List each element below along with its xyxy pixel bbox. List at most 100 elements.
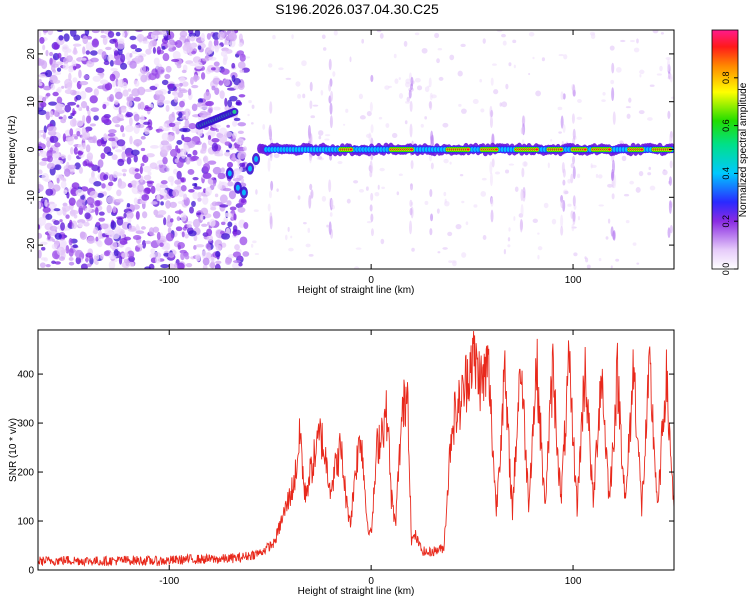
heatmap-cell [38, 232, 43, 239]
heatmap-cell [178, 190, 184, 198]
colorbar-tick-label: 0.6 [721, 119, 731, 132]
heatmap-cell [173, 168, 178, 175]
heatmap-cell [233, 117, 241, 122]
heatmap-cell [460, 108, 467, 114]
heatmap-cell [543, 202, 549, 209]
spectrogram-y-tick-label: 20 [26, 48, 37, 60]
heatmap-cell [60, 175, 65, 181]
heatmap-cell [100, 34, 107, 39]
heatmap-cell [177, 200, 184, 205]
heatmap-cell [234, 244, 240, 251]
heatmap-cell [47, 30, 54, 36]
spectrogram-heatmap [38, 30, 674, 269]
heatmap-cell [72, 43, 82, 47]
heatmap-cell [613, 174, 617, 189]
heatmap-cell [328, 83, 332, 92]
heatmap-cell [101, 51, 107, 60]
heatmap-cell [45, 111, 51, 120]
heatmap-cell [333, 30, 338, 36]
heatmap-cell [181, 231, 185, 238]
heatmap-cell [75, 189, 84, 197]
heatmap-cell [576, 116, 583, 120]
heatmap-cell [208, 107, 213, 114]
heatmap-cell [140, 147, 146, 152]
heatmap-cell [508, 62, 512, 67]
heatmap-cell [496, 30, 503, 33]
heatmap-cell [77, 150, 83, 156]
heatmap-cell [349, 56, 352, 63]
heatmap-cell [150, 248, 156, 254]
heatmap-cell [167, 90, 171, 94]
heatmap-cell [176, 170, 182, 180]
heatmap-cell [86, 105, 90, 112]
heatmap-cell [237, 122, 247, 127]
heatmap-cell [45, 213, 53, 220]
heatmap-cell [562, 124, 566, 133]
heatmap-cell [138, 73, 143, 77]
heatmap-cell [330, 90, 334, 102]
heatmap-cell [221, 233, 231, 240]
heatmap-cell [122, 133, 126, 138]
heatmap-cell [391, 132, 398, 139]
heatmap-cell [647, 172, 652, 176]
snr-y-axis: 0 100 200 300 400 [17, 370, 674, 577]
heatmap-cell [669, 130, 673, 138]
heatmap-cell [513, 64, 516, 69]
heatmap-cell [47, 181, 54, 190]
colorbar-tick-label: 0.4 [721, 167, 731, 180]
heatmap-cell [121, 32, 126, 38]
heatmap-cell [47, 126, 57, 133]
heatmap-cell [558, 131, 562, 134]
heatmap-cell [87, 198, 93, 204]
heatmap-cell [83, 74, 90, 80]
heatmap-cell [40, 246, 46, 251]
snr-x-label: Height of straight line (km) [298, 586, 415, 597]
heatmap-cell [647, 117, 653, 121]
heatmap-cell [73, 214, 78, 219]
heatmap-cell [226, 161, 234, 168]
heatmap-cell [142, 121, 151, 125]
heatmap-cell [69, 147, 74, 155]
heatmap-cell [97, 159, 104, 168]
heatmap-cell [239, 166, 243, 172]
heatmap-cell [380, 238, 385, 245]
heatmap-cell [186, 223, 192, 229]
heatmap-cell [38, 57, 42, 66]
heatmap-cell [81, 133, 88, 141]
heatmap-cell [329, 102, 333, 115]
heatmap-cell [186, 153, 192, 158]
heatmap-cell [267, 63, 273, 68]
heatmap-cell [459, 173, 464, 177]
heatmap-cell [324, 138, 330, 141]
heatmap-cell [252, 240, 257, 244]
heatmap-cell [206, 32, 211, 40]
spectrogram-y-tick-label: -20 [26, 237, 37, 252]
heatmap-cell [100, 152, 106, 160]
heatmap-cell [239, 53, 246, 62]
heatmap-cell [245, 56, 251, 59]
heatmap-cell [95, 236, 99, 242]
heatmap-cell [100, 30, 105, 34]
heatmap-cell [495, 171, 500, 175]
heatmap-cell [667, 110, 671, 120]
heatmap-cell [324, 134, 331, 137]
heatmap-cell [54, 232, 62, 240]
heatmap-cell [97, 85, 106, 90]
heatmap-cell [42, 30, 49, 33]
heatmap-cell [191, 50, 197, 55]
heatmap-cell [611, 171, 615, 181]
heatmap-cell [305, 243, 311, 248]
heatmap-cell [184, 254, 190, 260]
heatmap-cell [162, 52, 170, 62]
heatmap-cell [514, 186, 519, 192]
heatmap-cell [428, 77, 432, 88]
heatmap-cell [93, 115, 99, 121]
heatmap-cell [54, 261, 61, 265]
heatmap-cell [184, 119, 190, 128]
heatmap-cell [557, 106, 563, 111]
heatmap-cell [629, 180, 635, 185]
heatmap-cell [90, 203, 95, 208]
heatmap-cell [490, 209, 494, 223]
heatmap-cell [51, 63, 59, 68]
heatmap-cell [162, 156, 168, 165]
